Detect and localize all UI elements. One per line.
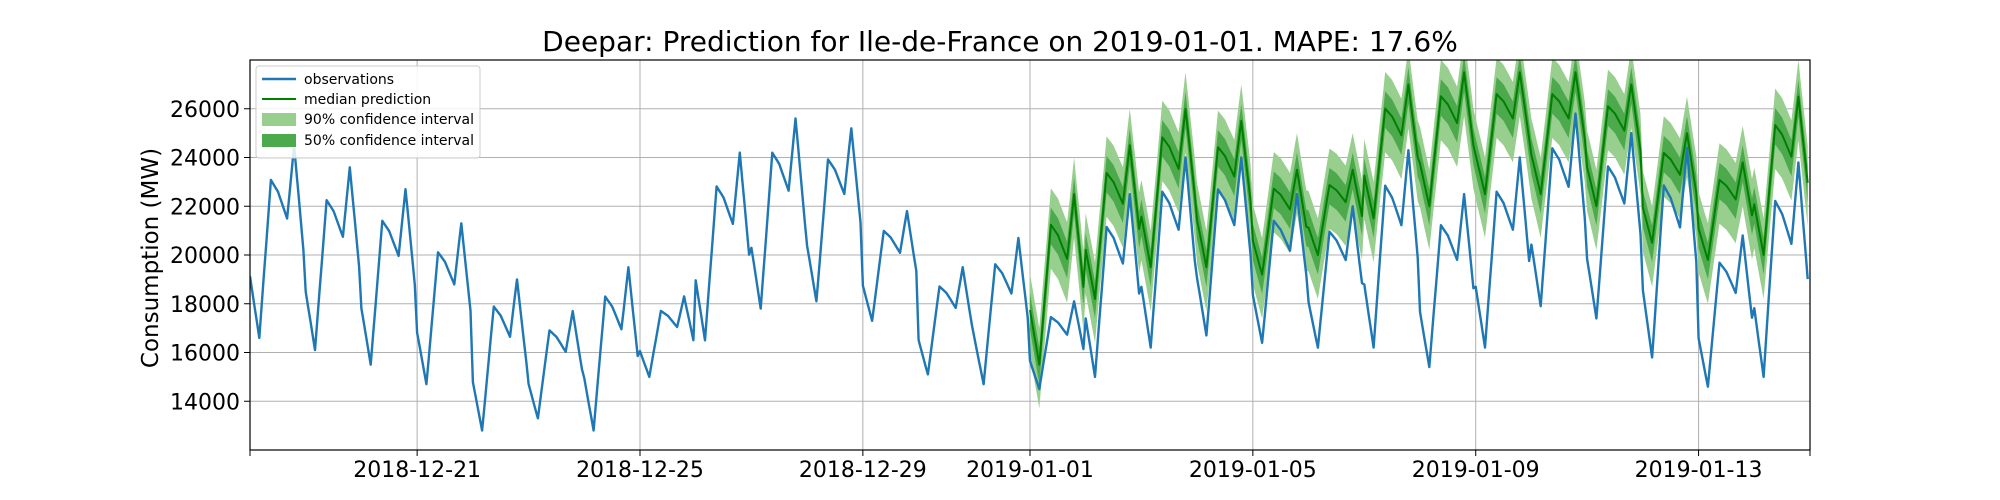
legend-ci90-swatch xyxy=(262,113,296,126)
x-tick-label: 2019-01-09 xyxy=(1412,458,1540,483)
observations-line xyxy=(250,112,1809,432)
y-tick-label: 22000 xyxy=(170,195,240,220)
legend-ci50-label: 50% confidence interval xyxy=(304,133,474,149)
x-tick-label: 2018-12-29 xyxy=(799,458,927,483)
x-tick-label: 2018-12-21 xyxy=(353,458,481,483)
y-tick-label: 24000 xyxy=(170,147,240,172)
y-tick-label: 26000 xyxy=(170,98,240,123)
y-axis-label: Consumption (MW) xyxy=(138,148,164,368)
y-tick-label: 16000 xyxy=(170,342,240,367)
data-layer xyxy=(250,60,1809,432)
legend-observations-label: observations xyxy=(304,72,394,88)
y-tick-label: 20000 xyxy=(170,244,240,269)
ci50-band xyxy=(1030,60,1808,385)
x-tick-label: 2019-01-13 xyxy=(1635,458,1763,483)
x-tick-label: 2018-12-25 xyxy=(576,458,704,483)
legend-ci50-swatch xyxy=(262,134,296,147)
legend-box xyxy=(255,65,481,159)
legend: observations median prediction 90% confi… xyxy=(255,65,481,159)
x-tick-label: 2019-01-05 xyxy=(1189,458,1317,483)
chart-title: Deepar: Prediction for Ile-de-France on … xyxy=(542,25,1458,58)
legend-median-label: median prediction xyxy=(304,92,431,108)
tick-layer: 14000 16000 18000 20000 22000 24000 26000 2018-… xyxy=(170,98,1811,483)
legend-ci90-label: 90% confidence interval xyxy=(304,112,474,128)
y-tick-label: 18000 xyxy=(170,293,240,318)
median-prediction-line xyxy=(1029,71,1809,366)
x-tick-label: 2019-01-01 xyxy=(966,458,1094,483)
y-tick-label: 14000 xyxy=(170,390,240,415)
